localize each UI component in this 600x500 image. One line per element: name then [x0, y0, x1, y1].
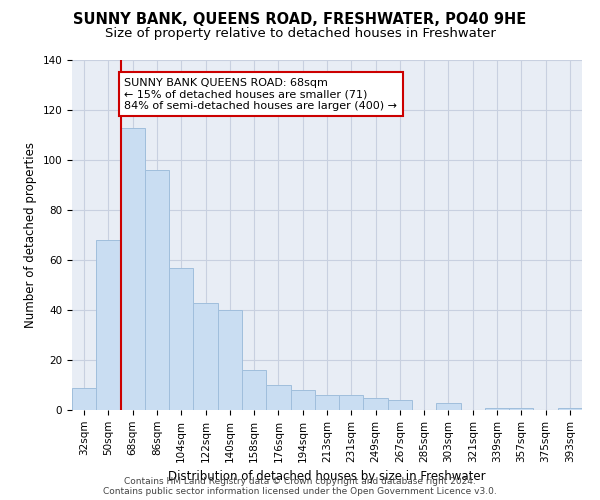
Text: Contains HM Land Registry data © Crown copyright and database right 2024.
Contai: Contains HM Land Registry data © Crown c… [103, 476, 497, 496]
Bar [193, 302, 218, 410]
Bar [339, 395, 364, 410]
Bar [121, 128, 145, 410]
Bar [145, 170, 169, 410]
Bar [364, 398, 388, 410]
Bar [436, 402, 461, 410]
Bar [72, 388, 96, 410]
Bar [558, 408, 582, 410]
Bar [485, 408, 509, 410]
Bar [266, 385, 290, 410]
Text: SUNNY BANK, QUEENS ROAD, FRESHWATER, PO40 9HE: SUNNY BANK, QUEENS ROAD, FRESHWATER, PO4… [73, 12, 527, 28]
Bar [169, 268, 193, 410]
Bar [242, 370, 266, 410]
Bar [509, 408, 533, 410]
Bar [96, 240, 121, 410]
Y-axis label: Number of detached properties: Number of detached properties [24, 142, 37, 328]
Text: SUNNY BANK QUEENS ROAD: 68sqm
← 15% of detached houses are smaller (71)
84% of s: SUNNY BANK QUEENS ROAD: 68sqm ← 15% of d… [124, 78, 397, 110]
Bar [218, 310, 242, 410]
Bar [315, 395, 339, 410]
Text: Size of property relative to detached houses in Freshwater: Size of property relative to detached ho… [104, 28, 496, 40]
X-axis label: Distribution of detached houses by size in Freshwater: Distribution of detached houses by size … [168, 470, 486, 483]
Bar [290, 390, 315, 410]
Bar [388, 400, 412, 410]
